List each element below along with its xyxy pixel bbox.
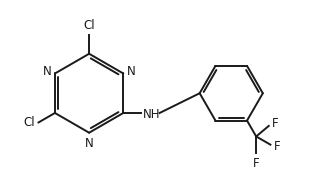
Text: N: N: [85, 138, 94, 150]
Text: F: F: [274, 140, 281, 153]
Text: F: F: [253, 157, 259, 170]
Text: N: N: [42, 65, 51, 78]
Text: Cl: Cl: [83, 19, 95, 32]
Text: F: F: [272, 117, 278, 130]
Text: NH: NH: [143, 108, 161, 121]
Text: Cl: Cl: [23, 116, 35, 129]
Text: N: N: [127, 65, 136, 78]
